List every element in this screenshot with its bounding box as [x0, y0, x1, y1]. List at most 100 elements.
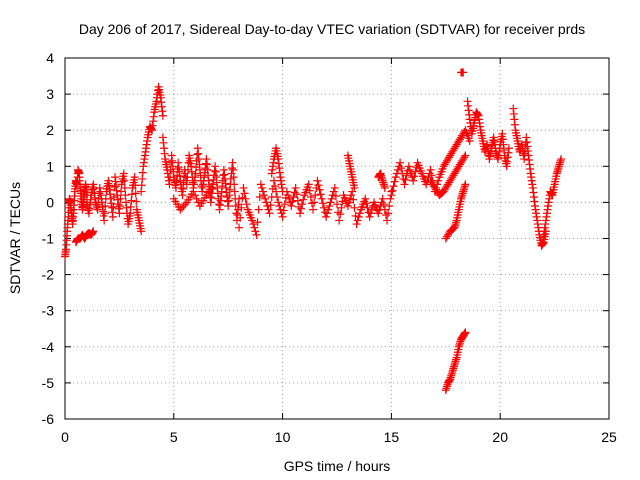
data-point — [350, 203, 359, 212]
data-point — [317, 194, 326, 203]
data-point — [235, 223, 244, 232]
y-tick-label: -2 — [42, 267, 55, 283]
data-point — [265, 209, 274, 218]
data-point — [557, 155, 566, 164]
data-point — [239, 183, 248, 192]
data-point — [182, 180, 191, 189]
data-point — [273, 192, 282, 201]
data-point — [411, 167, 420, 176]
data-point — [315, 185, 324, 194]
data-point — [401, 175, 410, 184]
y-tick-label: -5 — [42, 375, 55, 391]
data-point — [326, 198, 335, 207]
data-point — [461, 180, 470, 189]
data-point — [309, 205, 318, 214]
data-point — [115, 202, 124, 211]
data-point — [381, 211, 390, 220]
data-point — [236, 213, 245, 222]
data-point — [256, 180, 265, 189]
data-point — [374, 209, 383, 218]
data-point — [279, 206, 288, 215]
data-point — [266, 201, 275, 210]
data-point — [461, 151, 470, 160]
data-point — [208, 180, 217, 189]
data-point — [304, 180, 313, 189]
y-tick-label: -4 — [42, 339, 55, 355]
data-point — [323, 209, 332, 218]
data-point — [409, 176, 418, 185]
x-tick-labels: 0 5 10 15 20 25 — [61, 429, 617, 445]
data-point — [117, 187, 126, 196]
y-tick-label: 2 — [46, 122, 54, 138]
y-tick-label: 3 — [46, 86, 54, 102]
data-point — [337, 203, 346, 212]
data-point — [325, 202, 334, 211]
data-point — [259, 187, 268, 196]
data-point — [459, 68, 468, 77]
data-point — [365, 212, 374, 221]
data-point — [275, 202, 284, 211]
data-point — [292, 190, 301, 199]
x-tick-label: 5 — [170, 429, 178, 445]
data-point — [120, 183, 129, 192]
data-point — [288, 197, 297, 206]
data-point — [384, 209, 393, 218]
data-point — [232, 209, 241, 218]
data-point — [387, 191, 396, 200]
data-point — [191, 191, 200, 200]
data-point — [465, 137, 474, 146]
data-point — [274, 198, 283, 207]
data-point — [362, 199, 371, 208]
y-tick-label: -3 — [42, 303, 55, 319]
x-tick-label: 20 — [492, 429, 508, 445]
data-point — [379, 200, 388, 209]
x-tick-label: 10 — [275, 429, 291, 445]
x-tick-label: 25 — [601, 429, 617, 445]
data-point — [240, 189, 249, 198]
data-point — [228, 158, 237, 167]
data-point — [260, 191, 269, 200]
data-point — [386, 194, 395, 203]
y-tick-label: 4 — [46, 50, 54, 66]
data-point — [385, 202, 394, 211]
data-point — [318, 199, 327, 208]
data-point — [293, 196, 302, 205]
data-point — [314, 181, 323, 190]
data-point — [264, 205, 273, 214]
data-point — [296, 209, 305, 218]
data-point — [262, 198, 271, 207]
data-point — [331, 192, 340, 201]
chart-title: Day 206 of 2017, Sidereal Day-to-day VTE… — [79, 21, 585, 37]
data-point — [461, 328, 470, 337]
data-point — [348, 187, 357, 196]
data-point — [367, 205, 376, 214]
data-point — [316, 190, 325, 199]
data-point — [378, 194, 387, 203]
data-point — [343, 202, 352, 211]
data-point — [249, 220, 258, 229]
data-point — [252, 230, 261, 239]
data-point — [330, 183, 339, 192]
data-point — [241, 194, 250, 203]
data-point — [165, 180, 174, 189]
data-point — [347, 191, 356, 200]
data-point — [280, 200, 289, 209]
data-point — [329, 187, 338, 196]
data-point — [307, 199, 316, 208]
data-point — [383, 216, 392, 225]
data-point — [350, 183, 359, 192]
data-point — [327, 194, 336, 203]
data-point — [311, 191, 320, 200]
data-point — [132, 197, 141, 206]
data-point — [390, 177, 399, 186]
y-tick-label: -6 — [42, 411, 55, 427]
data-point — [100, 209, 109, 218]
data-point — [242, 200, 251, 209]
data-point — [398, 169, 407, 178]
data-point — [229, 173, 238, 182]
data-point — [278, 212, 287, 221]
x-tick-label: 15 — [384, 429, 400, 445]
data-point — [121, 191, 130, 200]
data-point — [119, 169, 128, 178]
x-tick-label: 0 — [61, 429, 69, 445]
